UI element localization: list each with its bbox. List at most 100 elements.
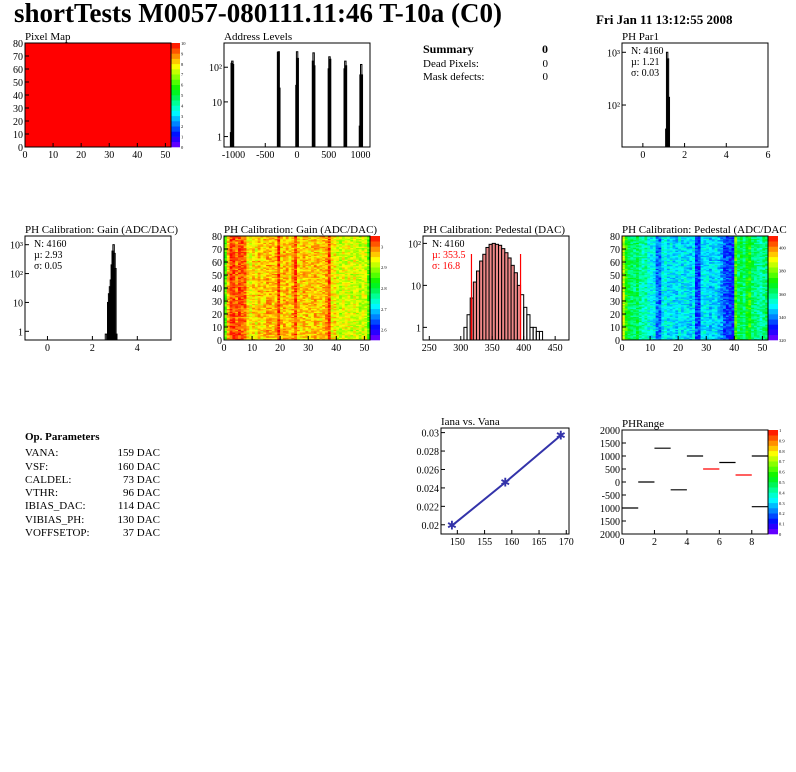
heatmap-cell — [636, 262, 640, 264]
heatmap-cell — [358, 311, 362, 313]
heatmap-cell — [364, 327, 368, 329]
heatmap-cell — [266, 236, 270, 238]
heatmap-cell — [226, 241, 230, 243]
heatmap-cell — [353, 314, 357, 316]
heatmap-cell — [288, 328, 292, 330]
heatmap-cell — [322, 275, 326, 277]
heatmap-cell — [235, 312, 239, 315]
heatmap-cell — [263, 251, 267, 254]
heatmap-cell — [364, 267, 368, 269]
heatmap-cell — [367, 294, 371, 297]
heatmap-cell — [319, 324, 323, 326]
heatmap-cell — [355, 260, 360, 263]
heatmap-cell — [339, 334, 343, 337]
heatmap-cell — [268, 284, 273, 286]
heatmap-cell — [280, 256, 284, 259]
heatmap-cell — [364, 256, 368, 259]
heatmap-cell — [638, 310, 642, 312]
heatmap-cell — [333, 291, 337, 294]
heatmap-cell — [633, 263, 637, 265]
heatmap-cell — [291, 317, 295, 320]
heatmap-cell — [252, 336, 256, 338]
heatmap-cell — [224, 256, 228, 259]
heatmap-cell — [257, 260, 261, 263]
heatmap-cell — [319, 285, 323, 287]
heatmap-cell — [633, 277, 637, 280]
summary-label: Mask defects: — [423, 71, 485, 83]
heatmap-cell — [305, 293, 309, 295]
heatmap-cell — [285, 260, 289, 263]
heatmap-cell — [302, 333, 306, 336]
heatmap-cell — [330, 252, 334, 255]
heatmap-cell — [347, 267, 351, 269]
heatmap-cell — [316, 325, 320, 328]
heatmap-cell — [311, 329, 315, 332]
heatmap-cell — [249, 262, 253, 264]
heatmap-cell — [333, 282, 337, 285]
heatmap-cell — [339, 337, 343, 339]
heatmap-cell — [322, 324, 326, 326]
heatmap-cell — [333, 323, 337, 325]
heatmap-cell — [280, 265, 284, 268]
heatmap-cell — [232, 336, 236, 338]
heatmap-cell — [322, 239, 326, 242]
heatmap-cell — [316, 329, 320, 332]
heatmap-cell — [624, 332, 628, 334]
heatmap-cell — [630, 298, 634, 300]
heatmap-cell — [319, 258, 323, 260]
heatmap-cell — [367, 242, 371, 245]
heatmap-cell — [350, 238, 354, 241]
heatmap-cell — [288, 317, 292, 320]
heatmap-cell — [350, 252, 354, 255]
heatmap-cell — [333, 336, 337, 338]
heatmap-cell — [358, 288, 362, 290]
heatmap-cell — [232, 299, 236, 302]
heatmap-cell — [243, 290, 247, 293]
heatmap-cell — [285, 291, 289, 294]
heatmap-cell — [299, 276, 303, 278]
heatmap-cell — [350, 271, 354, 273]
heatmap-cell — [339, 319, 343, 321]
heatmap-cell — [243, 263, 247, 265]
heatmap-cell — [288, 273, 292, 276]
heatmap-cell — [327, 302, 331, 304]
heatmap-cell — [238, 254, 242, 256]
heatmap-cell — [361, 307, 365, 310]
heatmap-cell — [624, 272, 628, 274]
heatmap-cell — [232, 308, 236, 311]
heatmap-cell — [235, 304, 239, 307]
heatmap-cell — [268, 323, 273, 325]
heatmap-cell — [624, 260, 628, 263]
heatmap-cell — [302, 285, 306, 287]
heatmap-cell — [325, 237, 329, 239]
x-tick-label: 2 — [90, 343, 95, 354]
heatmap-cell — [260, 285, 264, 287]
heatmap-cell — [252, 247, 256, 250]
heatmap-cell — [319, 236, 323, 238]
x-tick-label: 20 — [275, 343, 285, 354]
heatmap-cell — [322, 277, 326, 280]
heatmap-cell — [344, 246, 348, 248]
heatmap-cell — [291, 299, 295, 302]
heatmap-cell — [364, 273, 368, 276]
heatmap-cell — [268, 324, 273, 326]
heatmap-cell — [339, 306, 343, 308]
heatmap-cell — [302, 315, 306, 317]
heatmap-cell — [367, 250, 371, 252]
heatmap-cell — [285, 314, 289, 316]
heatmap-cell — [254, 304, 258, 307]
heatmap-cell — [355, 291, 360, 294]
heatmap-cell — [274, 289, 278, 291]
heatmap-cell — [277, 315, 281, 317]
heatmap-cell — [277, 243, 281, 246]
heatmap-cell — [319, 284, 323, 286]
heatmap-cell — [282, 311, 287, 313]
heatmap-cell — [299, 289, 303, 291]
heatmap-cell — [305, 308, 309, 311]
heatmap-cell — [249, 304, 253, 307]
heatmap-cell — [252, 245, 256, 247]
heatmap-cell — [252, 267, 256, 269]
heatmap-cell — [358, 334, 362, 337]
heatmap-cell — [282, 284, 287, 286]
